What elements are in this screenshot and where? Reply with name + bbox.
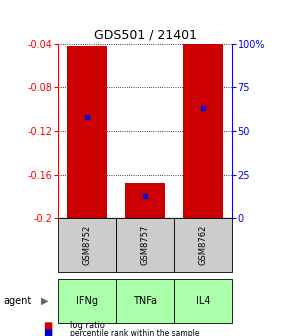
Bar xyxy=(183,44,223,218)
Text: ■: ■ xyxy=(44,321,53,331)
Bar xyxy=(58,279,116,323)
Bar xyxy=(125,183,165,218)
Text: GSM8757: GSM8757 xyxy=(140,225,150,265)
Bar xyxy=(174,279,232,323)
Text: IL4: IL4 xyxy=(196,296,210,306)
Text: TNFa: TNFa xyxy=(133,296,157,306)
Bar xyxy=(67,46,107,218)
Text: GDS501 / 21401: GDS501 / 21401 xyxy=(93,29,197,42)
Text: ■: ■ xyxy=(44,328,53,336)
Text: ▶: ▶ xyxy=(41,296,49,306)
Text: GSM8762: GSM8762 xyxy=(198,225,208,265)
Text: log ratio: log ratio xyxy=(70,321,104,330)
Text: IFNg: IFNg xyxy=(76,296,98,306)
Bar xyxy=(116,218,174,272)
Bar xyxy=(58,218,116,272)
Bar xyxy=(174,218,232,272)
Text: percentile rank within the sample: percentile rank within the sample xyxy=(70,329,199,336)
Bar xyxy=(116,279,174,323)
Text: agent: agent xyxy=(3,296,31,306)
Text: GSM8752: GSM8752 xyxy=(82,225,92,265)
